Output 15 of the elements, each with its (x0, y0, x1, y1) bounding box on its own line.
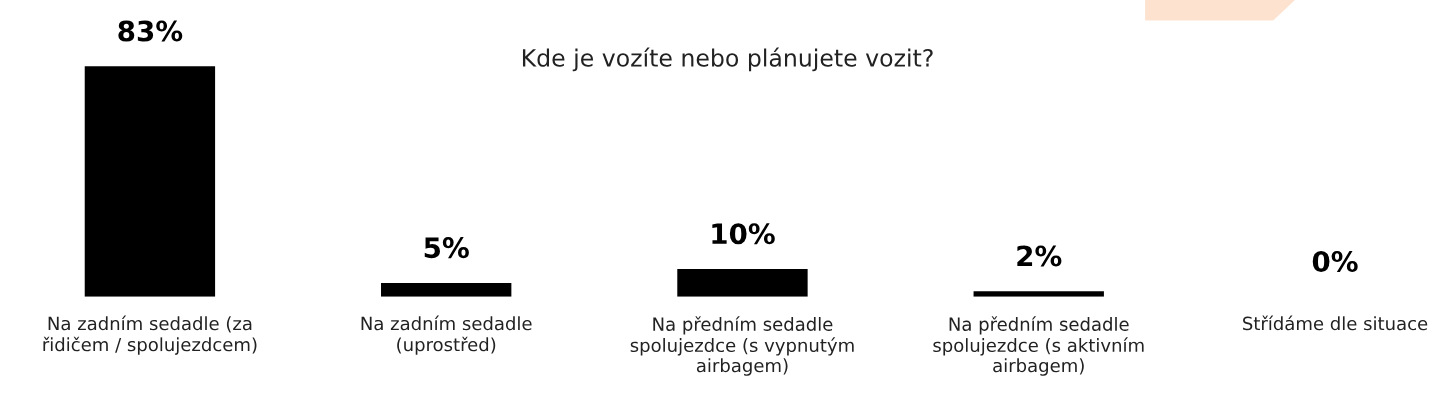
bar (84, 66, 216, 297)
data-label: 5% (424, 237, 469, 259)
data-label: 0% (1312, 251, 1358, 273)
data-label: 2% (1017, 245, 1062, 267)
x-tick-label: Na zadním sedadle (za řidičem / spolujezdcem) (43, 315, 257, 355)
x-tick-label: Střídáme dle situace (1243, 315, 1428, 331)
x-tick-label: Na zadním sedadle (uprostřed) (361, 315, 532, 355)
data-label: 10% (712, 223, 775, 245)
bar (973, 291, 1104, 297)
x-tick-label: Na předním sedadle spolujezdce (s vypnutým airbagem) (630, 316, 854, 376)
chart-title: Kde je vozíte nebo plánujete vozit? (522, 47, 933, 72)
bar (381, 282, 512, 297)
x-tick-label: Na předním sedadle spolujezdce (s aktivním airbagem) (933, 316, 1144, 376)
bar (677, 269, 808, 297)
data-label: 83% (118, 20, 183, 42)
